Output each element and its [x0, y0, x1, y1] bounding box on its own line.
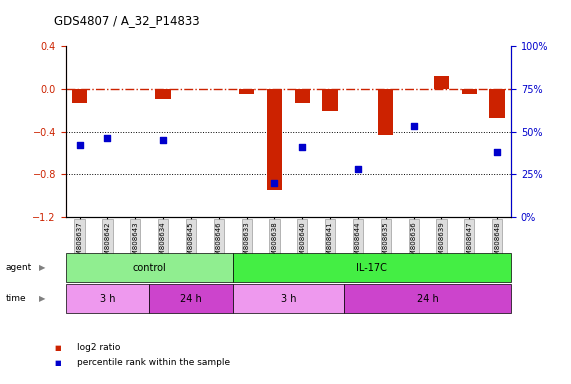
Text: log2 ratio: log2 ratio [77, 343, 120, 352]
Bar [489, 89, 505, 118]
Text: 3 h: 3 h [280, 293, 296, 304]
Text: 3 h: 3 h [100, 293, 115, 304]
Text: ▶: ▶ [39, 294, 45, 303]
Text: IL-17C: IL-17C [356, 263, 387, 273]
Point [297, 144, 307, 150]
Bar [434, 76, 449, 89]
Text: ■: ■ [54, 360, 61, 366]
Text: 24 h: 24 h [417, 293, 439, 304]
Text: ■: ■ [54, 344, 61, 351]
Text: ▶: ▶ [39, 263, 45, 272]
Bar [267, 89, 282, 190]
Bar [239, 89, 254, 94]
Point [159, 137, 168, 143]
Text: percentile rank within the sample: percentile rank within the sample [77, 358, 230, 367]
Text: GDS4807 / A_32_P14833: GDS4807 / A_32_P14833 [54, 14, 200, 27]
Bar [72, 89, 87, 103]
Bar [461, 89, 477, 94]
Point [270, 180, 279, 186]
Text: 24 h: 24 h [180, 293, 202, 304]
Text: agent: agent [6, 263, 32, 272]
Text: time: time [6, 294, 26, 303]
Bar [295, 89, 310, 103]
Point [103, 135, 112, 141]
Text: control: control [132, 263, 166, 273]
Point [493, 149, 502, 155]
Point [409, 123, 418, 129]
Point [75, 142, 84, 148]
Bar [378, 89, 393, 135]
Bar [323, 89, 338, 111]
Bar [155, 89, 171, 99]
Point [353, 166, 363, 172]
